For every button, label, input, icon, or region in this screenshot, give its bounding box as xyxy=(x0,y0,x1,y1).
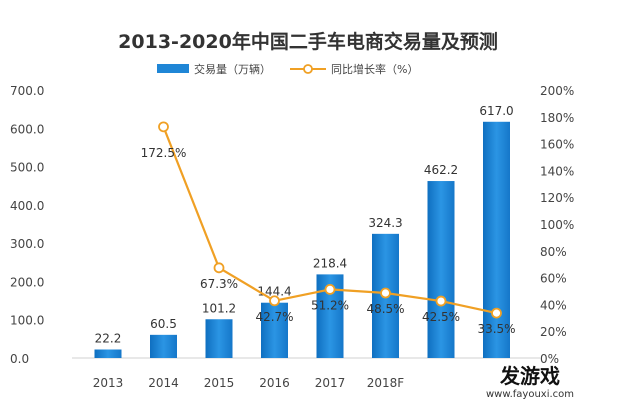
bar-value-label: 617.0 xyxy=(479,104,513,118)
left-axis-tick-label: 700.0 xyxy=(10,84,44,98)
right-axis-tick-label: 0% xyxy=(540,352,559,366)
line-point xyxy=(324,283,336,295)
line-value-label: 42.5% xyxy=(422,310,460,324)
line-point xyxy=(435,295,447,307)
legend-bar-label: 交易量（万辆） xyxy=(194,62,271,76)
line-value-label: 48.5% xyxy=(366,302,404,316)
left-axis-tick-label: 0.0 xyxy=(10,352,29,366)
x-axis-tick-label: 2014 xyxy=(148,376,179,390)
bar-series xyxy=(94,121,510,358)
line-value-label: 172.5% xyxy=(141,146,187,160)
right-axis-tick-label: 140% xyxy=(540,164,574,178)
x-axis-tick-label: 2016 xyxy=(259,376,290,390)
legend: 交易量（万辆） 同比增长率（%） xyxy=(157,62,418,76)
right-axis-tick-label: 20% xyxy=(540,325,567,339)
right-axis-tick-label: 180% xyxy=(540,111,574,125)
legend-line-marker xyxy=(303,64,313,74)
watermark: 发游戏 www.fayouxi.com xyxy=(486,364,574,400)
bar-value-label: 462.2 xyxy=(424,163,458,177)
x-axis-tick-label: 2015 xyxy=(204,376,235,390)
left-axis-tick-label: 500.0 xyxy=(10,161,44,175)
line-point xyxy=(380,287,391,299)
legend-bar-swatch xyxy=(157,64,189,73)
right-axis-tick-label: 40% xyxy=(540,298,567,312)
watermark-logo-text: 发游戏 xyxy=(499,364,560,388)
right-axis-tick-label: 160% xyxy=(540,138,574,152)
bar xyxy=(150,334,177,358)
right-axis-tick-label: 60% xyxy=(540,272,567,286)
bar xyxy=(427,181,455,358)
chart-title: 2013-2020年中国二手车电商交易量及预测 xyxy=(118,30,498,53)
legend-line-label: 同比增长率（%） xyxy=(331,62,418,76)
bar xyxy=(94,349,122,358)
right-axis-tick-label: 200% xyxy=(540,84,574,98)
line-value-label: 51.2% xyxy=(311,298,349,312)
right-axis: 0% 20% 40% 60% 80% 100% 120% 140% 160% 180% 200% xyxy=(540,84,574,366)
line-series xyxy=(158,121,502,319)
bar-value-label: 60.5 xyxy=(150,317,177,331)
bar xyxy=(205,319,233,358)
right-axis-tick-label: 100% xyxy=(540,218,574,232)
line-point xyxy=(491,307,502,319)
x-axis-tick-label: 2013 xyxy=(93,376,124,390)
line-point xyxy=(269,295,280,307)
x-axis: 2013 2014 2015 2016 2017 2018F xyxy=(93,376,405,390)
line-point xyxy=(213,262,225,274)
left-axis-tick-label: 300.0 xyxy=(10,237,44,251)
left-axis-tick-label: 600.0 xyxy=(10,122,44,136)
watermark-url: www.fayouxi.com xyxy=(486,389,574,400)
line-value-label: 33.5% xyxy=(477,322,515,336)
bar-value-label: 101.2 xyxy=(202,301,236,315)
left-axis-tick-label: 400.0 xyxy=(10,199,44,213)
line-labels: 172.5% 67.3% 42.7% 51.2% 48.5% 42.5% 33.5% xyxy=(141,146,516,336)
left-axis-tick-label: 200.0 xyxy=(10,275,44,289)
x-axis-tick-label: 2018F xyxy=(367,376,405,390)
bar-value-label: 218.4 xyxy=(313,256,347,270)
bar-value-label: 324.3 xyxy=(368,216,402,230)
line-point xyxy=(158,121,169,133)
line-value-label: 67.3% xyxy=(200,277,238,291)
right-axis-tick-label: 120% xyxy=(540,191,574,205)
bar xyxy=(261,302,288,358)
line-value-label: 42.7% xyxy=(255,310,293,324)
bar-value-label: 22.2 xyxy=(95,332,122,346)
x-axis-tick-label: 2017 xyxy=(315,376,346,390)
right-axis-tick-label: 80% xyxy=(540,245,567,259)
left-axis: 0.0 100.0 200.0 300.0 400.0 500.0 600.0 700.0 xyxy=(10,84,44,366)
left-axis-tick-label: 100.0 xyxy=(10,314,44,328)
bar xyxy=(483,121,510,358)
